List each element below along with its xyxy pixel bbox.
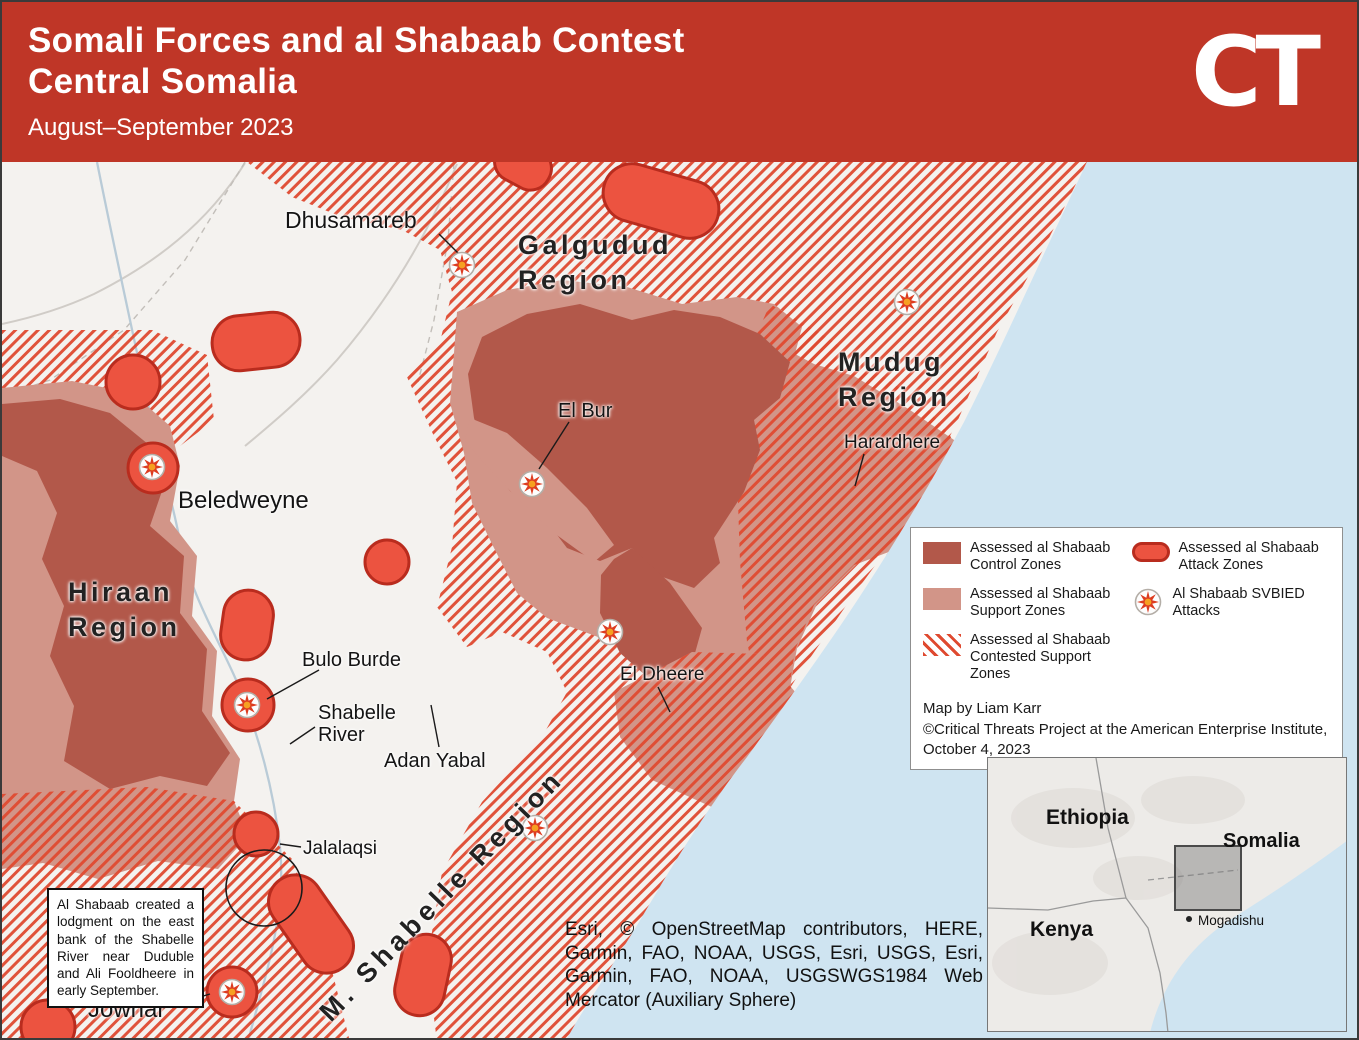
- inset-label-ethiopia: Ethiopia: [1046, 806, 1129, 829]
- page-title: Somali Forces and al Shabaab Contest Cen…: [28, 20, 685, 103]
- place-label-adan-yabal: Adan Yabal: [384, 750, 486, 772]
- legend-item-support: Assessed al Shabaab Support Zones: [923, 586, 1122, 621]
- inset-label-somalia: Somalia: [1223, 830, 1300, 852]
- svbied-attack-icon: [596, 618, 624, 646]
- region-label-hiraan: Hiraan Region: [68, 577, 181, 643]
- legend-item-contested: Assessed al Shabaab Contested Support Zo…: [923, 632, 1122, 684]
- credit-author: Map by Liam Karr: [923, 699, 1042, 717]
- attack-zones: [19, 162, 721, 1038]
- svbied-attack-icon: [138, 453, 166, 481]
- annotation-circle: [225, 849, 303, 927]
- legend-column-right: Assessed al Shabaab Attack Zones Al Shab…: [1131, 540, 1331, 695]
- legend: Assessed al Shabaab Control Zones Assess…: [910, 527, 1343, 771]
- legend-item-svbied: Al Shabaab SVBIED Attacks: [1132, 586, 1331, 621]
- credit-org: ©Critical Threats Project at the America…: [923, 721, 1328, 758]
- map-canvas: Galgudud Region Mudug Region Hiraan Regi…: [2, 162, 1357, 1038]
- place-label-shabelle-river: Shabelle River: [318, 702, 396, 747]
- region-label-galgudud: Galgudud Region: [518, 230, 672, 296]
- inset-borders: [988, 758, 1239, 1031]
- place-label-harardhere: Harardhere: [844, 432, 941, 453]
- legend-label-support: Assessed al Shabaab Support Zones: [970, 585, 1111, 620]
- region-label-mudug: Mudug Region: [838, 347, 951, 413]
- title-line1: Somali Forces and al Shabaab Contest: [28, 21, 685, 60]
- inset-relief: [992, 776, 1245, 995]
- legend-column-left: Assessed al Shabaab Control Zones Assess…: [923, 540, 1122, 695]
- place-label-el-bur: El Bur: [558, 400, 613, 422]
- annotation-box: Al Shabaab created a lodgment on the eas…: [47, 888, 204, 1008]
- inset-ocean: [1150, 841, 1346, 1031]
- control-zones: [2, 399, 230, 789]
- attribution: Esri, © OpenStreetMap contributors, HERE…: [565, 919, 983, 1011]
- place-label-dhusamareb: Dhusamareb: [285, 207, 417, 233]
- legend-item-control: Assessed al Shabaab Control Zones: [923, 540, 1122, 575]
- legend-label-contested: Assessed al Shabaab Contested Support Zo…: [970, 631, 1111, 683]
- ct-logo: CT: [1191, 16, 1321, 128]
- svbied-attack-icon: [218, 978, 246, 1006]
- svbied-attack-icon: [448, 251, 476, 279]
- attack-zone-swatch: [1131, 542, 1170, 562]
- inset-graphic: [988, 758, 1346, 1031]
- control-zone-swatch: [923, 542, 961, 564]
- legend-grid: Assessed al Shabaab Control Zones Assess…: [923, 540, 1330, 695]
- coverage-box: [1174, 845, 1242, 911]
- contested-zone-coastal: [737, 304, 960, 702]
- legend-credits: Map by Liam Karr ©Critical Threats Proje…: [923, 699, 1330, 760]
- svbied-attack-icon: [893, 288, 921, 316]
- legend-label-control: Assessed al Shabaab Control Zones: [970, 540, 1111, 574]
- svbied-attack-icon: [233, 691, 261, 719]
- date-subtitle: August–September 2023: [28, 114, 294, 141]
- place-label-el-dheere: El Dheere: [620, 664, 705, 685]
- legend-label-attack: Assessed al Shabaab Attack Zones: [1178, 540, 1319, 574]
- header: Somali Forces and al Shabaab Contest Cen…: [2, 2, 1357, 162]
- inset-map: Ethiopia Kenya Somalia Mogadishu: [987, 757, 1347, 1032]
- contested-zone-swatch: [923, 633, 961, 656]
- mogadishu-dot: [1186, 916, 1192, 922]
- svbied-attack-icon: [518, 470, 546, 498]
- inset-label-mogadishu: Mogadishu: [1198, 913, 1265, 928]
- legend-label-svbied: Al Shabaab SVBIED Attacks: [1172, 585, 1305, 620]
- place-label-bulo-burde: Bulo Burde: [302, 649, 401, 671]
- inset-label-kenya: Kenya: [1030, 918, 1094, 941]
- place-label-beledweyne: Beledweyne: [178, 487, 309, 514]
- legend-item-attack: Assessed al Shabaab Attack Zones: [1131, 540, 1331, 575]
- title-line2: Central Somalia: [28, 62, 298, 102]
- place-label-jalalaqsi: Jalalaqsi: [303, 838, 377, 859]
- support-zone-swatch: [923, 587, 961, 610]
- svbied-legend-icon: [1134, 588, 1161, 616]
